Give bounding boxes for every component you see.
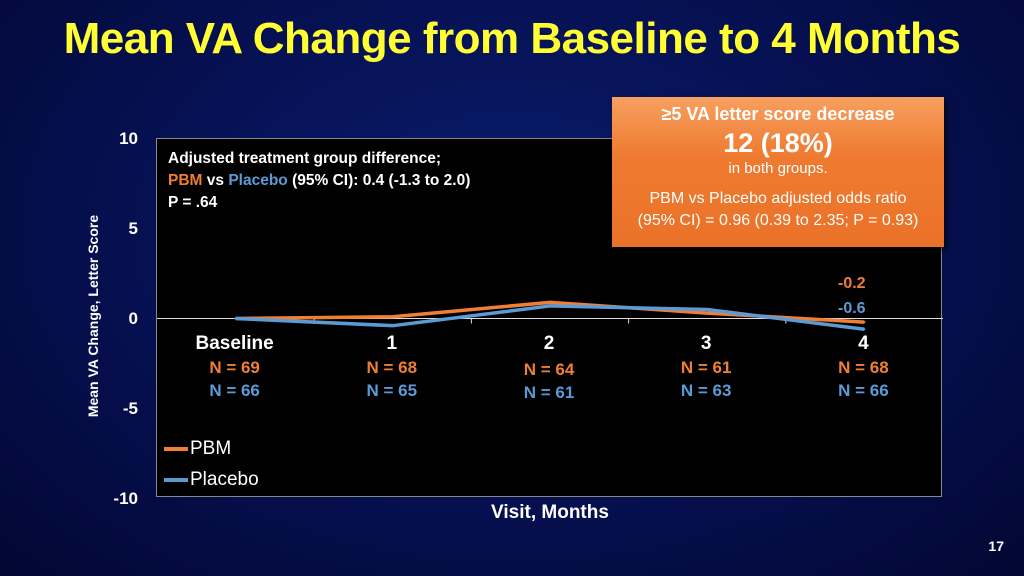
x-tick-label: 1 bbox=[386, 333, 398, 354]
pbm-n-label: N = 69 bbox=[209, 358, 260, 377]
annotation-vs: vs bbox=[202, 172, 229, 189]
callout-box: ≥5 VA letter score decrease 12 (18%) in … bbox=[612, 97, 944, 247]
placebo-n-label: N = 66 bbox=[209, 381, 260, 400]
annotation-p: P = .64 bbox=[168, 194, 218, 211]
legend-pbm-swatch bbox=[164, 447, 188, 451]
slide-title: Mean VA Change from Baseline to 4 Months bbox=[63, 14, 961, 63]
data-point-placebo bbox=[706, 308, 709, 311]
x-tick-label: 3 bbox=[700, 333, 712, 354]
legend-placebo-swatch bbox=[164, 478, 188, 482]
pbm-n-label: N = 61 bbox=[680, 358, 732, 377]
callout-line2: (95% CI) = 0.96 (0.39 to 2.35; P = 0.93) bbox=[637, 212, 919, 229]
y-tick-10: 10 bbox=[119, 129, 138, 148]
pbm-n-label: N = 68 bbox=[366, 358, 418, 377]
annotation-ci: (95% CI): 0.4 (-1.3 to 2.0) bbox=[287, 172, 471, 189]
data-point-pbm bbox=[863, 321, 866, 324]
pbm-n-label: N = 68 bbox=[838, 358, 889, 377]
y-tick-minus5: -5 bbox=[122, 399, 138, 418]
placebo-n-label: N = 61 bbox=[523, 383, 575, 402]
annotation-placebo: Placebo bbox=[228, 172, 288, 189]
pbm-n-label: N = 64 bbox=[523, 360, 575, 379]
annotation-pbm: PBM bbox=[168, 172, 203, 189]
data-point-placebo bbox=[391, 324, 394, 327]
callout-sub: in both groups. bbox=[728, 160, 828, 177]
data-point-pbm bbox=[549, 301, 551, 304]
callout-heading: ≥5 VA letter score decrease bbox=[661, 104, 895, 124]
callout-value: 12 (18%) bbox=[723, 128, 833, 158]
x-axis-label: Visit, Months bbox=[491, 502, 609, 523]
legend-placebo: Placebo bbox=[164, 469, 259, 491]
placebo-n-label: N = 65 bbox=[366, 381, 418, 400]
treatment-difference-annotation: Adjusted treatment group difference; PBM… bbox=[168, 148, 470, 214]
chart-lines bbox=[157, 300, 943, 332]
x-tick-label: Baseline bbox=[195, 333, 274, 354]
pbm-end-label: -0.2 bbox=[838, 275, 866, 292]
y-axis-label: Mean VA Change, Letter Score bbox=[85, 214, 101, 418]
callout-line1: PBM vs Placebo adjusted odds ratio bbox=[649, 190, 907, 207]
y-tick-minus10: -10 bbox=[113, 489, 138, 508]
legend-pbm: PBM bbox=[164, 438, 231, 460]
placebo-n-label: N = 63 bbox=[680, 381, 732, 400]
placebo-end-label: -0.6 bbox=[838, 300, 866, 317]
y-tick-5: 5 bbox=[128, 219, 138, 238]
data-point-pbm bbox=[391, 315, 394, 318]
x-tick-label: 4 bbox=[858, 333, 869, 354]
legend-pbm-label: PBM bbox=[190, 438, 232, 459]
data-point-placebo bbox=[549, 304, 551, 307]
data-point-placebo bbox=[863, 328, 866, 331]
legend-placebo-label: Placebo bbox=[190, 469, 259, 490]
page-number: 17 bbox=[988, 538, 1004, 554]
x-tick-label: 2 bbox=[543, 333, 555, 354]
annotation-line1: Adjusted treatment group difference; bbox=[168, 150, 441, 167]
placebo-n-label: N = 66 bbox=[838, 381, 889, 400]
data-point-placebo bbox=[234, 317, 237, 320]
y-tick-0: 0 bbox=[128, 309, 138, 328]
data-point-pbm bbox=[706, 312, 709, 315]
